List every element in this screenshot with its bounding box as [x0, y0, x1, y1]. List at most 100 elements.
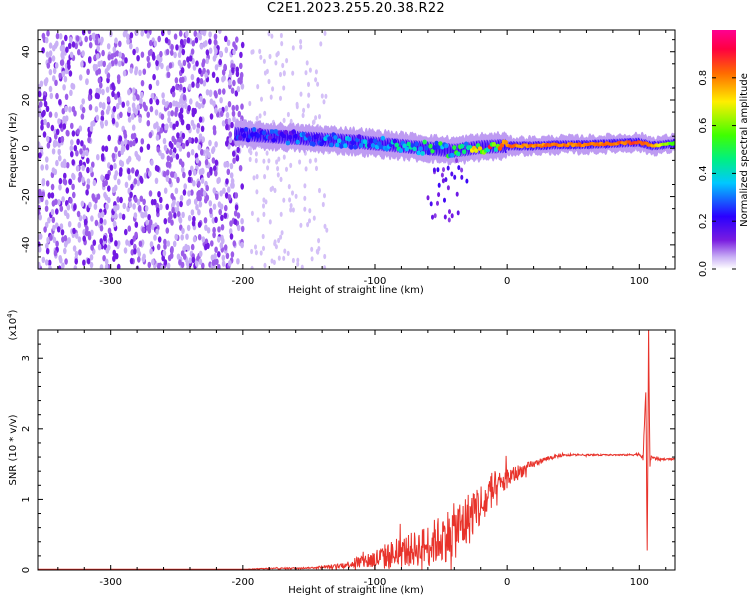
noise-speckle [252, 175, 256, 181]
noise-speckle [259, 54, 263, 60]
noise-speckle [174, 110, 178, 117]
noise-speckle [139, 97, 143, 104]
noise-speckle [129, 32, 134, 39]
noise-speckle [49, 92, 54, 100]
noise-speckle [208, 139, 212, 147]
noise-speckle [62, 123, 67, 130]
noise-speckle [54, 133, 58, 140]
ridge-core [243, 126, 249, 132]
noise-speckle [73, 145, 78, 152]
noise-speckle [114, 240, 118, 247]
noise-speckle [81, 98, 85, 105]
noise-speckle [320, 93, 324, 99]
noise-speckle [149, 248, 153, 255]
noise-speckle [287, 184, 291, 190]
noise-speckle [46, 142, 51, 149]
noise-speckle [190, 48, 195, 55]
ridge-core [672, 141, 675, 145]
noise-speckle [210, 240, 214, 247]
noise-speckle [123, 138, 128, 145]
spectrogram-x-tick-label: -100 [364, 276, 387, 287]
ridge-core [422, 139, 427, 145]
noise-speckle [46, 62, 51, 69]
noise-speckle [162, 137, 167, 145]
noise-speckle [136, 55, 140, 62]
ridge-core [378, 144, 384, 150]
noise-speckle [192, 169, 197, 176]
noise-speckle [205, 194, 210, 201]
noise-speckle [48, 68, 53, 76]
ridge-core [428, 143, 433, 149]
noise-speckle [136, 179, 140, 187]
noise-speckle [93, 65, 97, 72]
noise-speckle [113, 162, 117, 170]
noise-speckle [140, 51, 145, 58]
noise-speckle [254, 158, 258, 164]
noise-speckle [228, 228, 233, 235]
noise-speckle [202, 190, 207, 197]
noise-speckle [155, 79, 160, 87]
noise-speckle [107, 134, 111, 142]
ridge-core [349, 144, 354, 150]
noise-speckle [132, 203, 136, 210]
noise-speckle [127, 174, 132, 181]
snr-x-tick-label: 100 [630, 577, 649, 588]
noise-speckle [188, 136, 192, 144]
noise-speckle [144, 30, 148, 34]
noise-speckle [203, 217, 208, 224]
noise-speckle [224, 118, 229, 125]
noise-speckle [123, 247, 128, 254]
ridge-core [335, 142, 340, 148]
noise-speckle [117, 150, 122, 157]
noise-speckle [169, 121, 173, 129]
noise-speckle [174, 77, 179, 84]
noise-speckle [132, 235, 137, 242]
spectrogram-x-ticks: -300 -200 -100 0 100 [57, 30, 667, 287]
noise-speckle [248, 100, 252, 107]
noise-speckle [133, 178, 138, 185]
noise-speckle [235, 155, 240, 162]
ridge-core [432, 145, 437, 151]
noise-speckle [98, 101, 103, 109]
noise-speckle [180, 119, 185, 126]
noise-speckle [214, 64, 219, 71]
noise-speckle [42, 109, 46, 117]
noise-speckle [129, 257, 134, 265]
noise-speckle [97, 60, 101, 68]
noise-speckle [232, 150, 236, 157]
noise-speckle [50, 124, 55, 132]
noise-speckle [180, 234, 184, 241]
noise-speckle [175, 120, 179, 128]
noise-speckle [183, 183, 187, 190]
noise-speckle [101, 49, 105, 57]
noise-speckle [46, 135, 50, 143]
noise-speckle [316, 81, 320, 87]
noise-speckle [58, 33, 63, 40]
noise-speckle [198, 201, 203, 208]
ridge-core [362, 139, 368, 145]
noise-speckle [149, 98, 153, 105]
noise-speckle [144, 105, 148, 112]
noise-speckle [188, 55, 193, 62]
noise-speckle [99, 264, 104, 269]
noise-speckle [190, 243, 195, 251]
noise-speckle [126, 38, 130, 45]
ridge-core [238, 135, 243, 141]
noise-speckle [79, 148, 83, 155]
noise-speckle [236, 85, 241, 93]
noise-speckle [119, 196, 123, 204]
noise-speckle [116, 74, 121, 81]
noise-speckle [50, 192, 55, 199]
noise-speckle [103, 219, 107, 226]
noise-speckle [179, 113, 184, 121]
noise-speckle [219, 97, 223, 104]
noise-speckle [175, 153, 180, 160]
noise-speckle [168, 101, 173, 109]
noise-speckle [146, 32, 150, 39]
ridge-core [404, 146, 409, 152]
noise-speckle [213, 253, 217, 260]
noise-speckle [240, 103, 244, 110]
noise-speckle [282, 117, 286, 123]
noise-speckle [111, 90, 115, 98]
noise-speckle [107, 227, 112, 234]
